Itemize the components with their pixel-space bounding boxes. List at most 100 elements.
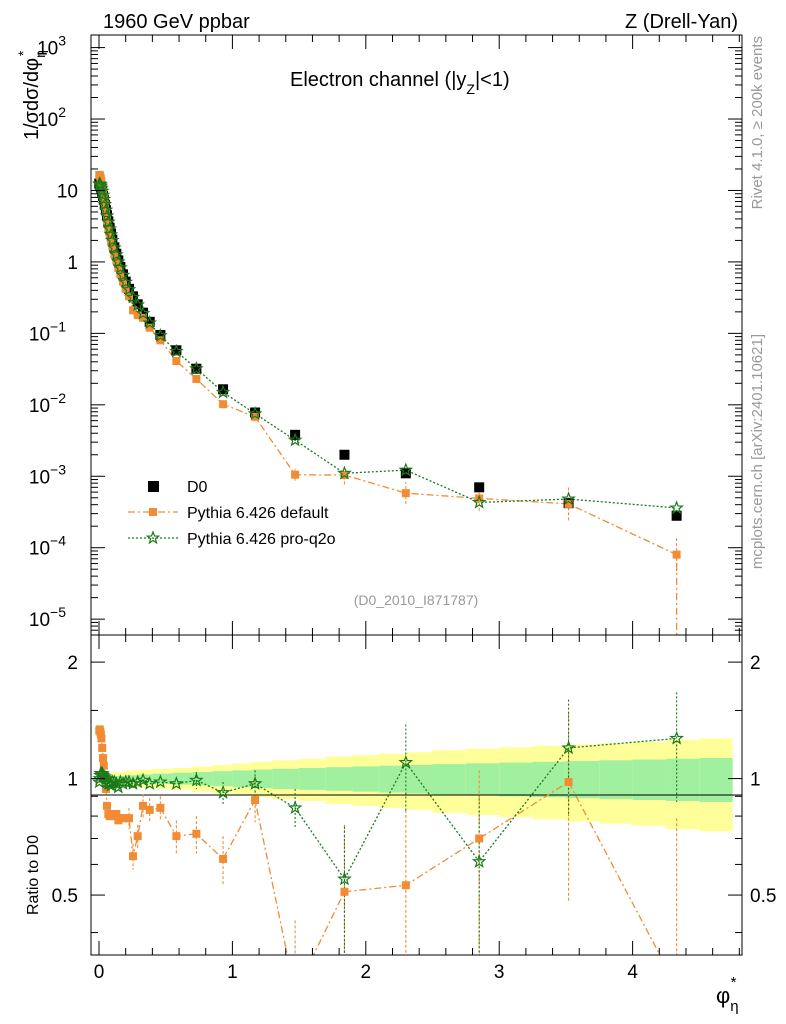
default-data-point — [104, 223, 113, 232]
proq2o-data-point — [215, 384, 231, 399]
proq2o-data-point — [115, 267, 131, 282]
ratio-band-stat — [499, 762, 533, 797]
panel-title-sub: Z — [466, 81, 475, 97]
ratio-band-stat — [665, 758, 700, 802]
proq2o-data-point — [471, 494, 487, 509]
default-ratio-point — [99, 761, 108, 770]
default-ratio-point — [125, 814, 134, 823]
proq2o-data-point — [101, 214, 116, 229]
ratio-band-stat — [325, 767, 353, 791]
x-tick-label: 0 — [94, 962, 105, 983]
y-tick-label: 10−4 — [29, 533, 66, 560]
default-data-point — [156, 336, 165, 345]
proq2o-ratio-point — [287, 800, 303, 815]
y-tick-label-exponent: −5 — [50, 604, 66, 620]
d0-data-point — [138, 307, 149, 318]
proq2o-data-point — [95, 187, 111, 202]
y-tick-label: 10−5 — [29, 604, 66, 631]
panel-title-tail: |<1) — [475, 69, 510, 91]
proq2o-ratio-point — [337, 871, 352, 886]
x-axis-label-main: φ — [716, 983, 730, 1008]
proq2o-ratio-point — [169, 775, 184, 790]
default-ratio-point — [475, 834, 484, 843]
proq2o-data-point — [561, 491, 576, 506]
proq2o-ratio-point — [247, 775, 263, 790]
y-tick-label: 10 — [57, 181, 78, 202]
ratio-axis-label: Ratio to D0 — [25, 835, 42, 915]
x-axis-label-sub: η — [730, 998, 738, 1015]
default-data-point — [116, 270, 125, 279]
x-axis-label-sup: * — [731, 974, 737, 991]
proq2o-ratio-point — [669, 730, 684, 745]
proq2o-data-point — [118, 274, 134, 289]
ratio-band-stat — [152, 773, 173, 784]
y-tick-label-base: 1 — [67, 253, 78, 274]
proq2o-data-point — [398, 462, 414, 477]
y-tick-label-exponent: −1 — [50, 318, 66, 334]
proq2o-data-point — [121, 281, 137, 296]
default-data-point — [672, 550, 681, 559]
header-left: 1960 GeV ppbar — [103, 11, 250, 33]
proq2o-data-point — [109, 247, 124, 261]
ratio-band-stat — [532, 761, 566, 798]
ratio-panel: 0.5 0.5 1 1 2 2 — [52, 634, 776, 956]
proq2o-data-point — [107, 240, 122, 255]
default-data-point — [139, 313, 148, 322]
y-tick-label: 103 — [37, 33, 66, 60]
proq2o-data-point — [125, 289, 141, 304]
proq2o-ratio-point — [135, 772, 151, 787]
default-data-point — [110, 250, 119, 259]
default-data-point — [121, 284, 130, 293]
default-data-point — [192, 374, 201, 383]
ratio-y-tick-label-right: 0.5 — [750, 886, 776, 907]
proq2o-data-point — [105, 232, 120, 247]
proq2o-data-point — [135, 305, 151, 320]
x-tick-label: 1 — [227, 962, 238, 983]
default-ratio-point — [192, 829, 201, 838]
mcplots-label: mcplots.cern.ch [arXiv:2401.10621] — [749, 334, 766, 569]
ratio-y-tick-label-right: 2 — [750, 653, 761, 674]
y-axis-label-main: 1/σdσ/dφ — [21, 58, 43, 140]
d0-data-point — [671, 510, 682, 521]
ratio-band-stat — [352, 766, 380, 792]
default-ratio-point — [564, 777, 573, 786]
default-data-point — [145, 323, 154, 332]
d0-data-point — [128, 291, 139, 302]
default-data-point — [100, 200, 109, 209]
default-ratio-point — [133, 832, 142, 841]
ratio-band-stat — [212, 771, 233, 787]
header-right: Z (Drell-Yan) — [625, 11, 738, 33]
y-tick-label-base: 10 — [29, 467, 50, 488]
proq2o-data-point — [92, 177, 108, 192]
d0-data-point — [132, 299, 143, 310]
default-ratio-point — [172, 832, 181, 841]
d0-data-point — [250, 407, 261, 418]
default-ratio-point — [340, 887, 349, 896]
y-tick-label-base: 10 — [37, 110, 58, 131]
proq2o-data-point — [94, 183, 110, 198]
rivet-version-label: Rivet 4.1.0, ≥ 200k events — [749, 36, 766, 209]
y-tick-label-exponent: 2 — [58, 104, 66, 120]
proq2o-data-point — [169, 343, 184, 358]
legend: D0 Pythia 6.426 default Pythia 6.426 pro… — [128, 479, 336, 548]
ratio-band-stat — [632, 759, 666, 801]
y-axis-label-sup: * — [15, 50, 31, 56]
proq2o-data-point — [142, 315, 158, 330]
proq2o-data-point — [189, 361, 204, 375]
proq2o-ratio-point — [130, 774, 146, 789]
ratio-y-tick-label-right: 1 — [750, 770, 761, 791]
default-ratio-point — [219, 854, 228, 863]
ratio-band-stat — [172, 772, 193, 785]
y-axis-label-sub: η — [32, 50, 48, 58]
default-ratio-point — [99, 754, 108, 763]
default-series-line — [98, 174, 678, 635]
d0-data-point — [218, 384, 229, 395]
proq2o-series-line — [98, 183, 677, 509]
d0-data-point — [144, 316, 155, 327]
default-ratio-point — [98, 743, 107, 752]
proq2o-data-point — [130, 297, 146, 312]
y-tick-label-base: 10 — [57, 181, 78, 202]
legend-symbol-proq2o — [145, 530, 161, 545]
default-ratio-point — [97, 734, 106, 743]
